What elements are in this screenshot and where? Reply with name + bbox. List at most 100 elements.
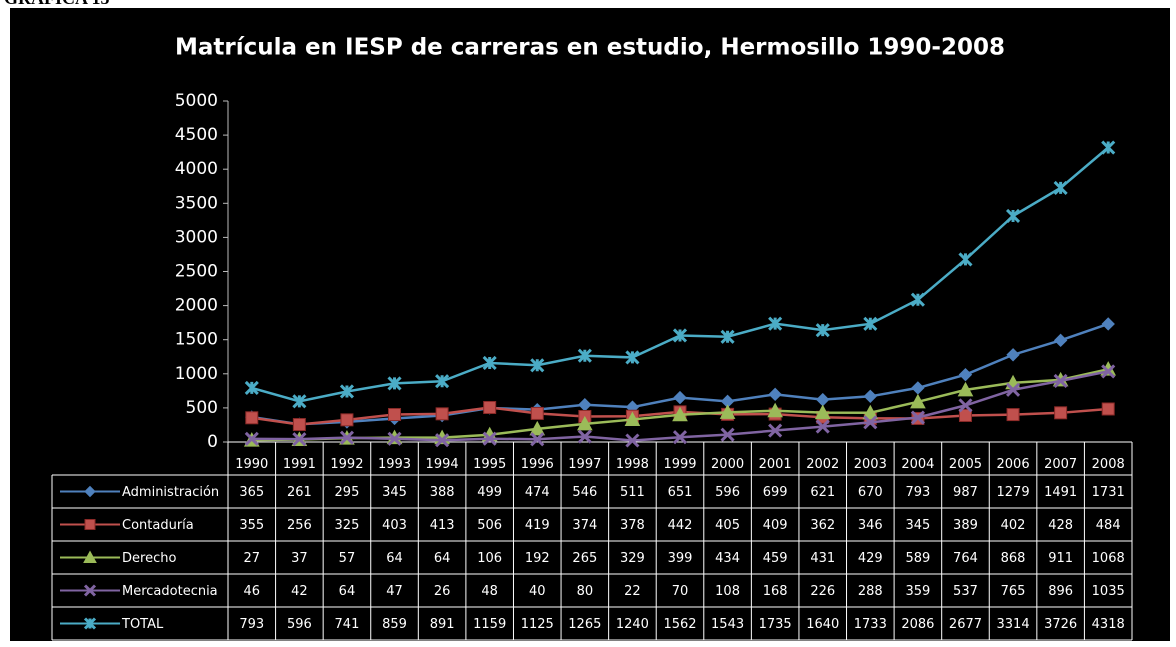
marker (435, 433, 450, 448)
legend-label: Contaduría (122, 518, 194, 533)
table-value: 1279 (997, 485, 1030, 500)
table-value: 226 (810, 584, 835, 599)
marker (482, 355, 497, 371)
table-value: 793 (905, 485, 930, 500)
table-value: 431 (810, 551, 835, 566)
table-value: 64 (386, 551, 403, 566)
marker (720, 427, 735, 442)
marker (1101, 402, 1115, 416)
table-value: 987 (953, 485, 978, 500)
table-value: 413 (430, 518, 455, 533)
legend-label: Derecho (122, 551, 176, 566)
marker (768, 423, 783, 438)
marker (387, 431, 402, 446)
table-value: 651 (668, 485, 693, 500)
table-value: 192 (525, 551, 550, 566)
x-tick-label: 2003 (854, 457, 887, 472)
marker (625, 433, 640, 448)
marker (720, 329, 735, 344)
x-tick-label: 2000 (711, 457, 744, 472)
y-tick-label: 1000 (175, 364, 218, 384)
table-value: 793 (239, 617, 264, 632)
table-value: 42 (291, 584, 308, 599)
marker (340, 413, 354, 427)
table-value: 896 (1048, 584, 1073, 599)
table-value: 70 (672, 584, 689, 599)
marker (1101, 140, 1116, 155)
table-value: 106 (477, 551, 502, 566)
table-value: 403 (382, 518, 407, 533)
table-value: 40 (529, 584, 546, 599)
marker (84, 485, 96, 498)
table-value: 868 (1001, 551, 1026, 566)
x-tick-label: 1990 (235, 457, 268, 472)
table-value: 64 (434, 551, 451, 566)
table-value: 325 (335, 518, 360, 533)
marker (1053, 333, 1068, 348)
table-value: 402 (1001, 518, 1026, 533)
table-value: 265 (572, 551, 597, 566)
marker (958, 367, 973, 382)
y-tick-label: 3500 (175, 193, 218, 213)
table-value: 621 (810, 485, 835, 500)
table-value: 345 (382, 485, 407, 500)
marker (435, 407, 449, 421)
x-tick-label: 2006 (997, 457, 1030, 472)
x-tick-label: 1995 (473, 457, 506, 472)
table-value: 670 (858, 485, 883, 500)
x-tick-label: 2004 (901, 457, 934, 472)
table-value: 365 (239, 485, 264, 500)
y-tick-label: 2500 (175, 262, 218, 282)
y-tick-label: 0 (207, 432, 218, 452)
marker (292, 418, 306, 432)
marker (388, 408, 402, 422)
marker (863, 316, 878, 331)
table-value: 1735 (759, 617, 792, 632)
marker (529, 420, 546, 436)
table-value: 537 (953, 584, 978, 599)
table-value: 506 (477, 518, 502, 533)
table-value: 22 (624, 584, 641, 599)
marker (1053, 373, 1068, 388)
table-value: 3726 (1044, 617, 1077, 632)
table-value: 27 (244, 551, 261, 566)
marker (339, 430, 355, 445)
marker (625, 350, 640, 365)
marker (958, 398, 973, 413)
table-value: 434 (715, 551, 740, 566)
table-value: 546 (572, 485, 597, 500)
table-value: 891 (430, 617, 455, 632)
table-value: 764 (953, 551, 978, 566)
table-value: 26 (434, 584, 451, 599)
table-value: 168 (763, 584, 788, 599)
marker (958, 408, 972, 422)
marker (577, 415, 593, 431)
table-value: 2677 (949, 617, 982, 632)
marker (1005, 382, 1021, 397)
marker (815, 419, 830, 434)
table-value: 1125 (521, 617, 554, 632)
series (244, 364, 1116, 448)
table-value: 428 (1048, 518, 1073, 533)
marker (530, 358, 545, 373)
y-tick-label: 4500 (175, 125, 218, 145)
marker (719, 404, 736, 419)
marker (1101, 364, 1116, 379)
marker (577, 348, 592, 363)
chart-title: Matrícula en IESP de carreras en estudio… (175, 35, 1005, 61)
x-tick-label: 1996 (521, 457, 554, 472)
table-value: 37 (291, 551, 308, 566)
table-value: 378 (620, 518, 645, 533)
table-value: 596 (287, 617, 312, 632)
marker (83, 550, 97, 563)
table-value: 442 (668, 518, 693, 533)
marker (339, 384, 355, 399)
table-value: 699 (763, 485, 788, 500)
marker (482, 431, 497, 446)
marker (244, 380, 259, 395)
table-value: 108 (715, 584, 740, 599)
marker (767, 402, 783, 418)
table-value: 2086 (901, 617, 934, 632)
table-value: 345 (905, 518, 930, 533)
